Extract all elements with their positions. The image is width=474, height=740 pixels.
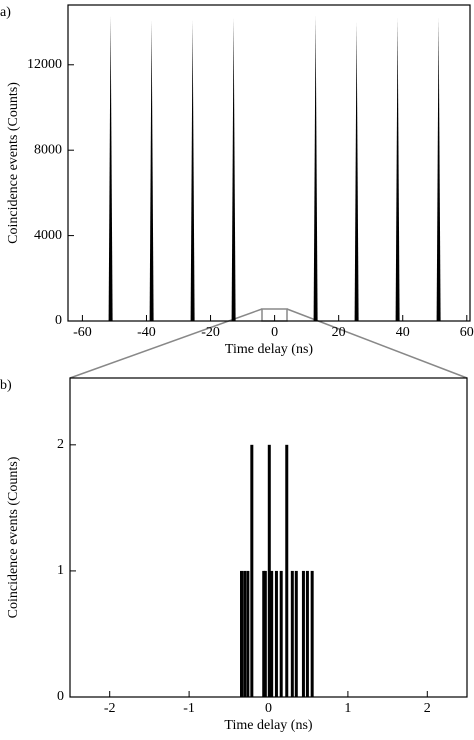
bar	[246, 570, 250, 697]
peak	[313, 15, 318, 321]
x-tick-label: 60	[460, 325, 474, 340]
bar	[243, 570, 247, 697]
bar	[267, 444, 271, 697]
panel-label: a)	[0, 5, 11, 20]
x-tick-label: 20	[332, 325, 346, 340]
plot-frame	[69, 377, 468, 698]
bar	[262, 570, 266, 697]
bar	[274, 570, 278, 697]
x-tick-label: 2	[424, 701, 431, 716]
x-tick-label: -60	[73, 325, 92, 340]
bar	[263, 570, 267, 697]
y-tick-label: 2	[57, 437, 64, 452]
x-tick-label: 40	[396, 325, 410, 340]
panel-label: b)	[0, 378, 12, 393]
x-tick-label: 0	[271, 325, 278, 340]
bar	[301, 570, 305, 697]
bar	[270, 570, 274, 697]
y-axis-label: Coincidence events (Counts)	[6, 82, 21, 244]
y-axis-label: Coincidence events (Counts)	[6, 456, 21, 618]
x-tick-label: -20	[201, 325, 220, 340]
bar	[250, 444, 254, 697]
x-axis-label: Time delay (ns)	[224, 718, 312, 733]
x-axis-label: Time delay (ns)	[225, 342, 313, 357]
y-tick-label: 0	[57, 689, 64, 704]
peak	[436, 17, 441, 321]
x-tick-label: 1	[344, 701, 351, 716]
y-tick-label: 8000	[34, 142, 62, 157]
y-tick-label: 1	[57, 563, 64, 578]
y-tick-label: 0	[55, 313, 62, 328]
panel: b) -2 -1 0 1 2 0 1 2 Time delay (ns) Coincidence e…	[0, 377, 468, 733]
bar	[294, 570, 298, 697]
bar	[305, 570, 309, 697]
bar	[290, 570, 294, 697]
y-tick-label: 12000	[27, 57, 62, 72]
bar	[240, 570, 244, 697]
peak	[231, 17, 236, 321]
y-tick-label: 4000	[34, 228, 62, 243]
peak	[149, 19, 154, 321]
x-tick-label: -2	[104, 701, 116, 716]
plot-frame	[67, 4, 471, 322]
peak	[108, 15, 113, 321]
peak	[395, 17, 400, 321]
x-tick-label: -1	[183, 701, 195, 716]
x-tick-label: 0	[265, 701, 272, 716]
peak	[354, 22, 359, 321]
panel: a) -60 -40 -20 0 20 40 60 0 4000 8000 12000 Time del…	[0, 4, 474, 357]
peak	[190, 19, 195, 321]
x-tick-label: -40	[137, 325, 156, 340]
bar	[279, 570, 283, 697]
bar	[310, 570, 314, 697]
bar	[285, 444, 289, 697]
